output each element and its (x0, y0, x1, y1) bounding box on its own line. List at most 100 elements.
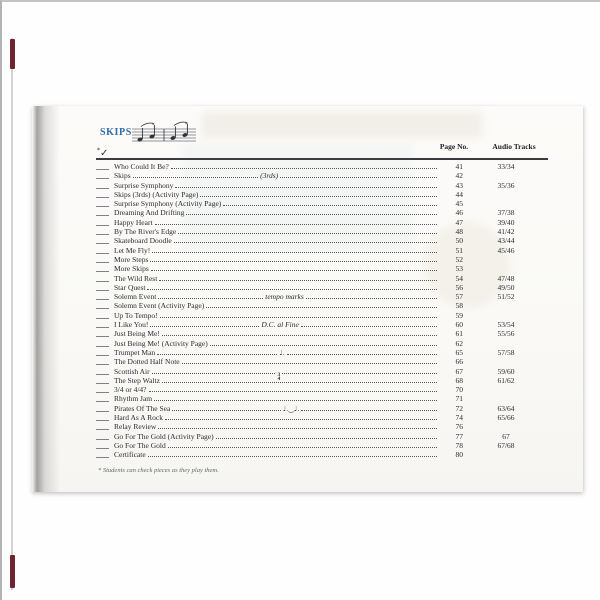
leader-dots (186, 214, 437, 216)
piece-title: Skips (3rds) (Activity Page) (114, 189, 199, 199)
page-number: 67 (455, 366, 464, 376)
checkbox-line (96, 219, 109, 226)
page-number: 76 (455, 422, 464, 432)
leader-dots (300, 326, 437, 328)
page-number: 60 (455, 320, 464, 330)
checkmark-icon: *✓ (97, 147, 109, 159)
leader-dots (132, 177, 259, 179)
page-number: 50 (455, 236, 464, 246)
toc-rows: Who Could It Be? 41 33/34 Skips (3rds) 4… (96, 162, 549, 460)
piece-title: Surprise Symphony (114, 180, 174, 190)
audio-tracks: 49/50 (497, 282, 515, 292)
audio-tracks: 57/58 (497, 347, 515, 357)
footnote: * Students can check pieces as they play… (98, 467, 219, 474)
checkbox-line (96, 451, 109, 459)
piece-title: Certificate (114, 450, 146, 460)
page-number: 70 (455, 385, 464, 395)
page-number: 72 (455, 403, 464, 413)
checkbox-line (96, 330, 109, 338)
checkbox-line (96, 302, 109, 310)
leader-dots (178, 233, 437, 235)
book-cover-sliver-bottom (10, 555, 15, 588)
leader-dots (157, 353, 278, 355)
checkbox-line (96, 191, 109, 198)
leader-dots (158, 428, 437, 430)
bleedthrough-artifact (202, 112, 482, 138)
leader-dots (305, 298, 437, 300)
leader-dots (167, 446, 437, 448)
piece-annotation: D.C. al Fine (261, 320, 299, 330)
piece-title: Go For The Gold (114, 440, 166, 450)
leader-dots (161, 381, 437, 383)
piece-title: Let Me Fly! (114, 245, 151, 255)
toc-row: Happy Heart 47 39/40 (96, 218, 549, 227)
piece-title: The Wild Rest (114, 273, 158, 283)
leader-dots (286, 353, 437, 355)
checkbox-line (96, 172, 109, 180)
checkbox-line (96, 433, 109, 440)
checkbox-line (96, 228, 109, 236)
toc-row: Pirates Of The Sea ♩.‿♩. 72 63/64 (96, 404, 549, 413)
page-number: 43 (455, 180, 464, 190)
piece-title: The Dotted Half Note (114, 357, 180, 367)
leader-dots (282, 372, 437, 374)
piece-title: Happy Heart (114, 217, 153, 227)
toc-row: Go For The Gold 78 67/68 (96, 441, 549, 450)
leader-dots (152, 251, 437, 253)
page-number: 52 (455, 254, 464, 264)
audio-tracks: 43/44 (497, 236, 515, 246)
toc-row: Surprise Symphony 43 35/36 (96, 181, 549, 190)
page-number: 61 (455, 329, 464, 339)
piece-annotation: ♩.‿♩. (282, 404, 300, 413)
piece-title: Surprise Symphony (Activity Page) (114, 199, 222, 209)
toc-row: 3/4 or 4/4? 70 (96, 385, 549, 394)
page-number: 42 (455, 171, 464, 181)
audio-tracks: 33/34 (497, 162, 515, 171)
leader-dots (206, 307, 437, 309)
checkbox-line (96, 247, 109, 254)
audio-tracks: 39/40 (497, 217, 515, 227)
column-header-page-no: Page No. (439, 142, 469, 151)
checkbox-line (96, 442, 109, 449)
page-number: 51 (455, 245, 464, 255)
checkbox-line (96, 237, 109, 245)
leader-dots (151, 372, 276, 374)
page-number: 59 (455, 310, 464, 320)
checkbox-line (96, 349, 109, 356)
checkbox-line (96, 209, 109, 217)
piece-annotation: (3rds) (260, 171, 279, 181)
page-stack-edge-line (11, 38, 13, 590)
leader-dots (148, 391, 437, 393)
leader-dots (301, 409, 437, 411)
page-number: 48 (455, 227, 464, 237)
page-number: 54 (455, 273, 464, 283)
page-number: 58 (455, 301, 464, 311)
page-number: 71 (455, 394, 464, 404)
leader-dots (209, 344, 437, 346)
checkbox-line (96, 200, 109, 208)
leader-dots (200, 195, 437, 197)
toc-row: The Dotted Half Note 66 (96, 357, 549, 366)
piece-annotation: ♩. (279, 348, 285, 357)
checkbox-line (96, 265, 109, 273)
audio-tracks: 45/46 (497, 245, 515, 255)
piece-title: Who Could It Be? (114, 162, 169, 171)
column-header-audio-tracks: Audio Tracks (492, 142, 536, 151)
audio-tracks: 55/56 (497, 329, 515, 339)
page-number: 77 (455, 431, 464, 441)
page-number: 66 (455, 357, 464, 367)
checkbox-line (96, 395, 109, 403)
checkbox-line (96, 312, 109, 319)
audio-tracks: 41/42 (497, 227, 515, 237)
piece-title: 3/4 or 4/4? (114, 385, 147, 395)
piece-title: Skips (114, 171, 131, 181)
leader-dots (164, 419, 437, 421)
audio-tracks: 67/68 (497, 440, 515, 450)
toc-row: Skips (3rds) (Activity Page) 44 (96, 190, 549, 199)
page-number: 80 (455, 450, 464, 460)
checkbox-line (96, 182, 109, 189)
toc-row: Solemn Event tempo marks 57 51/52 (96, 292, 549, 301)
page-number: 53 (455, 264, 464, 274)
checkbox-line (96, 256, 109, 263)
